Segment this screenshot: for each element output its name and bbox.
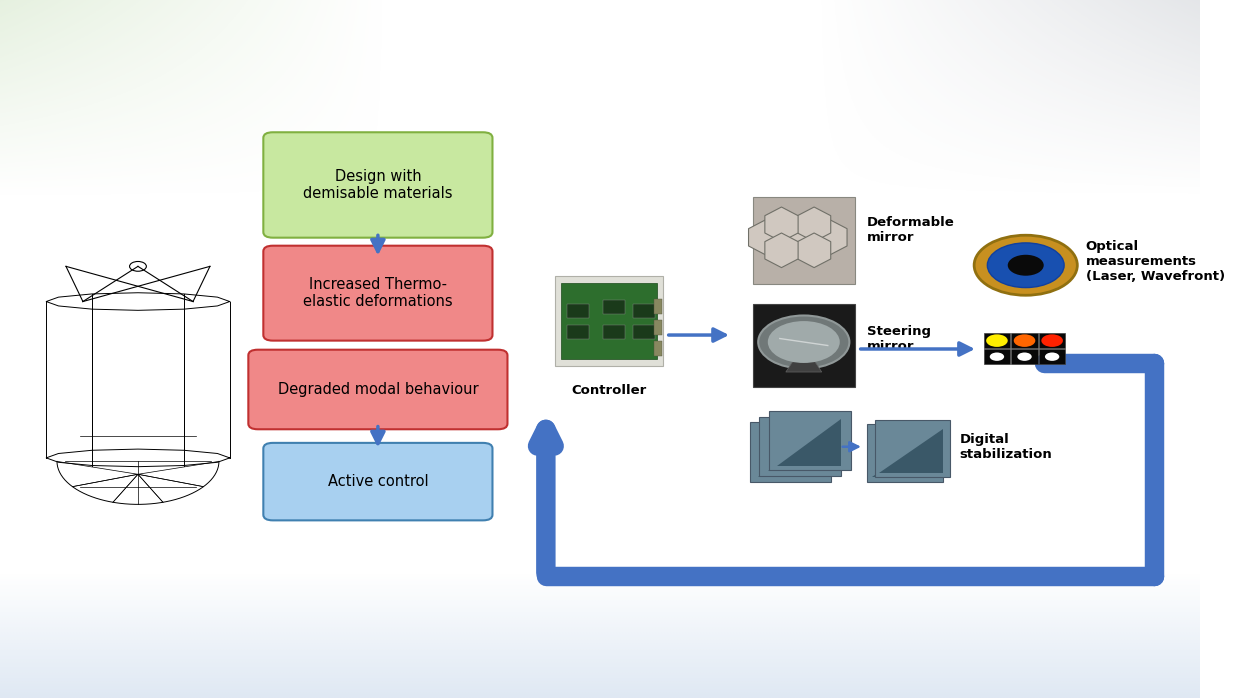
Bar bbox=[868, 424, 943, 482]
Circle shape bbox=[1018, 352, 1031, 361]
Circle shape bbox=[1041, 334, 1062, 347]
Text: Steering
mirror: Steering mirror bbox=[867, 325, 930, 352]
Text: Design with
demisable materials: Design with demisable materials bbox=[303, 169, 453, 201]
Circle shape bbox=[1045, 352, 1059, 361]
Polygon shape bbox=[786, 359, 822, 372]
Bar bbox=[753, 304, 854, 387]
Bar bbox=[653, 299, 662, 314]
Circle shape bbox=[130, 262, 146, 272]
Bar bbox=[1011, 349, 1038, 364]
Polygon shape bbox=[879, 429, 943, 473]
Text: Controller: Controller bbox=[572, 384, 647, 397]
Circle shape bbox=[988, 243, 1064, 288]
Polygon shape bbox=[768, 425, 832, 471]
Text: Active control: Active control bbox=[328, 474, 428, 489]
Polygon shape bbox=[798, 233, 831, 267]
Bar bbox=[653, 320, 662, 335]
Text: Degraded modal behaviour: Degraded modal behaviour bbox=[278, 382, 478, 397]
Polygon shape bbox=[764, 233, 798, 267]
FancyBboxPatch shape bbox=[248, 350, 508, 429]
Bar bbox=[1011, 333, 1038, 348]
FancyBboxPatch shape bbox=[555, 276, 663, 366]
Bar bbox=[604, 325, 625, 339]
Bar bbox=[561, 283, 657, 359]
Text: Increased Thermo-
elastic deformations: Increased Thermo- elastic deformations bbox=[303, 277, 453, 309]
Bar bbox=[1039, 333, 1065, 348]
Bar bbox=[633, 325, 655, 339]
Text: Optical
measurements
(Laser, Wavefront): Optical measurements (Laser, Wavefront) bbox=[1086, 240, 1225, 283]
Circle shape bbox=[758, 315, 849, 369]
Text: Deformable
mirror: Deformable mirror bbox=[867, 216, 954, 244]
Polygon shape bbox=[764, 207, 798, 242]
Circle shape bbox=[768, 321, 839, 363]
Bar bbox=[984, 349, 1010, 364]
Circle shape bbox=[1008, 255, 1044, 276]
Polygon shape bbox=[777, 419, 840, 466]
Bar bbox=[633, 304, 655, 318]
Bar bbox=[984, 333, 1010, 348]
Polygon shape bbox=[798, 207, 831, 242]
Bar bbox=[749, 422, 832, 482]
Polygon shape bbox=[758, 431, 822, 477]
Bar bbox=[1039, 349, 1065, 364]
FancyBboxPatch shape bbox=[263, 246, 493, 341]
Bar bbox=[653, 341, 662, 356]
Bar bbox=[604, 300, 625, 314]
Bar bbox=[769, 411, 850, 470]
FancyBboxPatch shape bbox=[263, 133, 493, 237]
Polygon shape bbox=[872, 433, 935, 477]
Circle shape bbox=[1014, 334, 1035, 347]
Bar bbox=[874, 420, 950, 477]
FancyBboxPatch shape bbox=[263, 443, 493, 521]
Bar bbox=[567, 325, 589, 339]
Polygon shape bbox=[748, 220, 782, 255]
Circle shape bbox=[990, 352, 1004, 361]
Circle shape bbox=[974, 235, 1077, 295]
Bar bbox=[567, 304, 589, 318]
Circle shape bbox=[986, 334, 1008, 347]
Bar bbox=[753, 197, 854, 285]
Bar bbox=[759, 417, 840, 476]
Polygon shape bbox=[781, 220, 814, 255]
Text: Digital
stabilization: Digital stabilization bbox=[960, 433, 1052, 461]
Polygon shape bbox=[814, 220, 847, 255]
